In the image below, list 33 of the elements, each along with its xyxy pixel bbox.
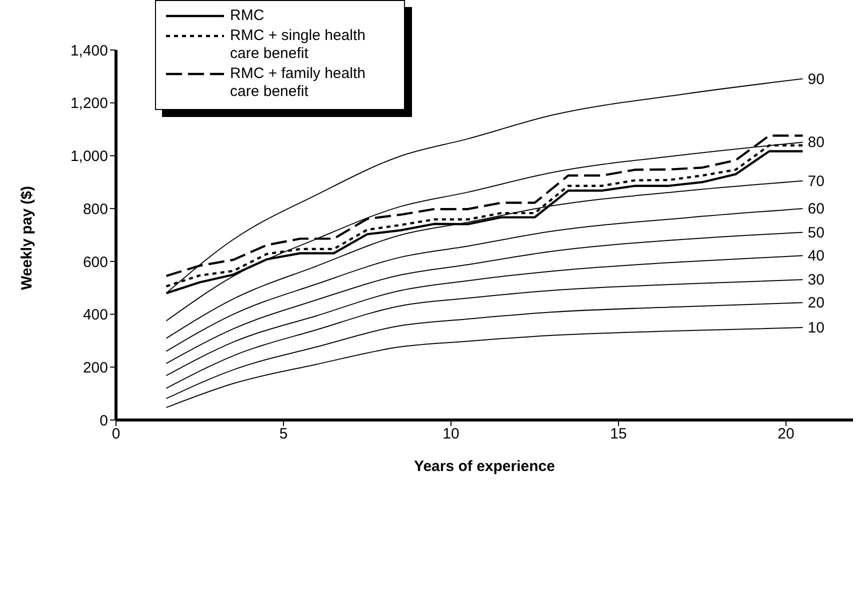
x-tick-label: 15 [610, 426, 627, 443]
series-label: 50 [808, 224, 824, 242]
y-tick-label: 1,200 [70, 95, 108, 112]
series-label: 20 [808, 294, 824, 312]
line-series [166, 208, 804, 352]
y-tick-label: 0 [100, 412, 108, 430]
x-tick-label: 5 [279, 426, 288, 443]
line-series [166, 279, 804, 389]
series-label: 40 [808, 248, 824, 265]
legend-label: RMC + family health care benefit [230, 65, 366, 101]
y-tick-label: 1,000 [70, 148, 108, 166]
y-tick-label: 600 [82, 254, 108, 271]
series-label: 60 [808, 200, 824, 218]
y-tick-label: 400 [82, 306, 108, 324]
legend-label: RMC [230, 7, 264, 25]
line-series [166, 232, 804, 364]
line-series [166, 302, 804, 400]
y-tick-label: 200 [82, 359, 108, 376]
legend-label: RMC + single health care benefit [230, 27, 366, 63]
x-axis-title: Years of experience [414, 458, 555, 475]
y-tick-label: 1,400 [70, 42, 108, 60]
line-series [166, 255, 804, 376]
x-tick-label: 20 [778, 426, 794, 443]
x-tick-label: 10 [442, 426, 460, 443]
series-label: 70 [808, 172, 824, 190]
y-axis-title: Weekly pay ($) [18, 186, 36, 290]
series-label: 80 [808, 134, 824, 152]
series-label: 30 [808, 272, 824, 289]
series-label: 10 [808, 320, 824, 336]
y-tick-label: 800 [82, 200, 108, 218]
line-series [166, 327, 804, 408]
x-tick-label: 0 [112, 426, 120, 443]
series-label: 90 [808, 70, 824, 88]
